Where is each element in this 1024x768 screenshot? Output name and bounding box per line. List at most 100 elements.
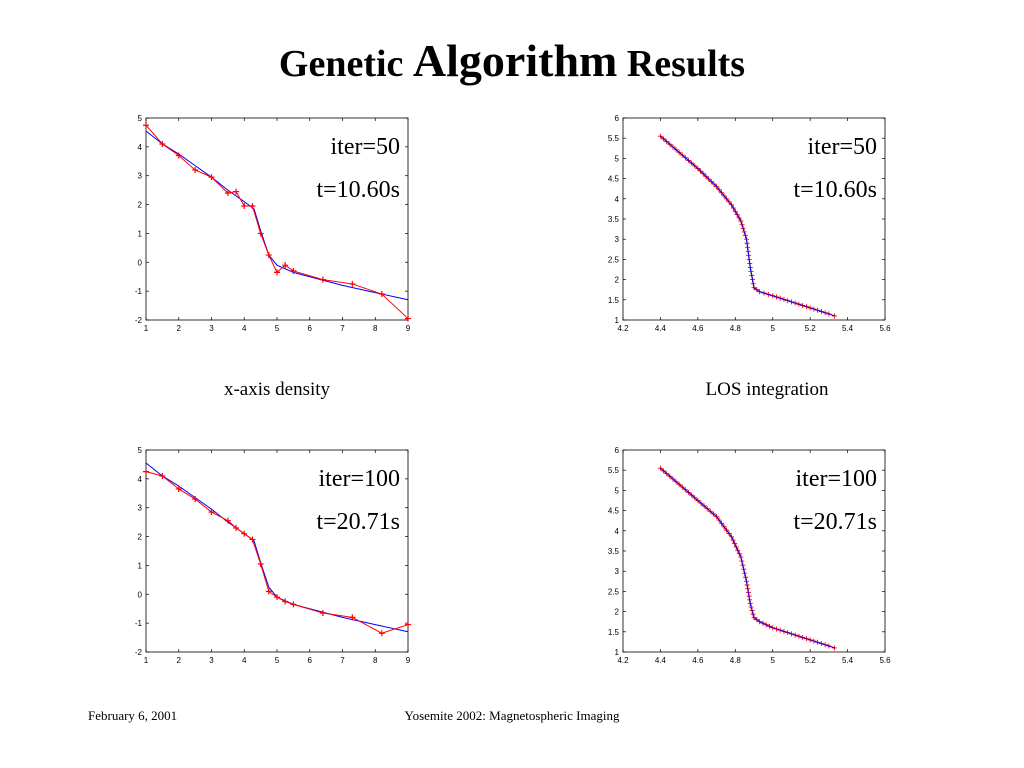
caption-density: x-axis density bbox=[223, 379, 331, 400]
footer-date: February 6, 2001 bbox=[88, 708, 178, 723]
x-tick-label: 1 bbox=[144, 656, 149, 665]
x-tick-label: 4.6 bbox=[692, 324, 704, 333]
data-point bbox=[143, 122, 149, 129]
data-point bbox=[405, 621, 411, 628]
fit-line bbox=[660, 135, 835, 317]
data-point bbox=[405, 315, 411, 322]
x-tick-label: 4.8 bbox=[730, 656, 742, 665]
x-tick-label: 4.4 bbox=[655, 324, 667, 333]
y-tick-label: 2 bbox=[615, 608, 620, 617]
data-point bbox=[290, 267, 297, 274]
x-tick-label: 5 bbox=[770, 656, 775, 665]
time-annotation: t=20.71s bbox=[316, 509, 400, 535]
y-tick-label: 0 bbox=[138, 258, 143, 267]
x-tick-label: 4.2 bbox=[617, 324, 629, 333]
x-tick-label: 5.2 bbox=[805, 656, 817, 665]
iteration-annotation: iter=100 bbox=[795, 466, 877, 492]
y-tick-label: 2.5 bbox=[608, 255, 620, 264]
y-tick-label: 5 bbox=[615, 486, 620, 495]
data-point bbox=[349, 614, 356, 621]
data-point bbox=[159, 472, 166, 479]
fit-line bbox=[145, 130, 409, 301]
x-tick-label: 6 bbox=[308, 324, 313, 333]
y-tick-label: 1 bbox=[615, 316, 620, 325]
y-tick-label: 1 bbox=[138, 229, 143, 238]
slide-title: Genetic Algorithm Results bbox=[0, 34, 1024, 87]
fit-line-overlay bbox=[660, 135, 835, 317]
y-tick-label: 4 bbox=[138, 143, 143, 152]
y-tick-label: 6 bbox=[615, 114, 620, 123]
data-point bbox=[175, 152, 182, 159]
y-tick-label: 5.5 bbox=[608, 134, 620, 143]
data-point bbox=[233, 524, 240, 531]
fit-line-overlay bbox=[660, 467, 835, 649]
data-point bbox=[319, 276, 326, 283]
y-tick-label: 2 bbox=[615, 276, 620, 285]
title-part-3: Results bbox=[626, 43, 746, 85]
y-tick-label: 4 bbox=[138, 475, 143, 484]
data-point bbox=[282, 262, 289, 269]
data-point bbox=[378, 630, 385, 637]
time-annotation: t=10.60s bbox=[316, 177, 400, 203]
y-tick-label: 5 bbox=[138, 114, 143, 123]
iteration-annotation: iter=100 bbox=[318, 466, 400, 492]
y-tick-label: 4 bbox=[615, 195, 620, 204]
y-tick-label: 1 bbox=[615, 648, 620, 657]
caption-los: LOS integration bbox=[705, 379, 829, 400]
data-point bbox=[143, 468, 149, 475]
data-point bbox=[192, 496, 199, 503]
data-point bbox=[208, 174, 215, 181]
x-tick-label: 4 bbox=[242, 656, 247, 665]
data-point bbox=[159, 140, 166, 147]
y-tick-label: 2.5 bbox=[608, 587, 620, 596]
data-point bbox=[175, 485, 182, 492]
y-tick-label: -2 bbox=[135, 316, 143, 325]
x-tick-label: 2 bbox=[177, 324, 182, 333]
chart-los-iter50: 4.2 4.4 4.6 4.8 5 5.2 5.4 5.6 1 1.5 2 2.5 3 3.5 4 4.5 5 5… bbox=[608, 114, 891, 333]
time-annotation: t=10.60s bbox=[793, 177, 877, 203]
x-tick-label: 7 bbox=[340, 656, 345, 665]
data-point bbox=[265, 252, 272, 259]
x-tick-label: 5.6 bbox=[879, 324, 891, 333]
y-tick-label: 2 bbox=[138, 533, 143, 542]
y-tick-label: 5.5 bbox=[608, 466, 620, 475]
y-tick-label: 5 bbox=[615, 154, 620, 163]
data-point bbox=[290, 601, 297, 608]
x-tick-label: 8 bbox=[373, 656, 378, 665]
x-tick-label: 1 bbox=[144, 324, 149, 333]
data-point bbox=[257, 230, 264, 237]
time-annotation: t=20.71s bbox=[793, 509, 877, 535]
data-point bbox=[274, 269, 280, 276]
x-tick-label: 2 bbox=[177, 656, 182, 665]
x-tick-label: 4.4 bbox=[655, 656, 667, 665]
x-tick-label: 5.4 bbox=[842, 656, 854, 665]
data-point bbox=[349, 280, 356, 287]
x-tick-label: 5 bbox=[275, 324, 280, 333]
data-point bbox=[249, 536, 256, 543]
y-tick-label: -1 bbox=[135, 287, 143, 296]
x-tick-label: 4 bbox=[242, 324, 247, 333]
data-point bbox=[208, 509, 215, 516]
y-tick-label: 3.5 bbox=[608, 215, 620, 224]
x-tick-label: 3 bbox=[209, 324, 214, 333]
data-point bbox=[249, 203, 256, 210]
data-point bbox=[265, 588, 272, 595]
data-line bbox=[145, 124, 409, 319]
data-point bbox=[233, 188, 240, 195]
y-tick-label: 3.5 bbox=[608, 547, 620, 556]
y-tick-label: 6 bbox=[615, 446, 620, 455]
chart-density-iter100: 1 2 3 4 5 6 7 8 9 -2 -1 0 1 2 3 4 5 iter=100 t=20.71s bbox=[135, 446, 411, 665]
iteration-annotation: iter=50 bbox=[330, 134, 400, 160]
iteration-annotation: iter=50 bbox=[807, 134, 877, 160]
fit-line bbox=[660, 467, 835, 649]
data-point bbox=[274, 594, 280, 601]
chart-density-iter50: 1 2 3 4 5 6 7 8 9 -2 -1 0 1 2 3 4 5 iter=50 t=10.60s bbox=[135, 114, 411, 333]
data-point bbox=[319, 610, 326, 617]
y-tick-label: -1 bbox=[135, 619, 143, 628]
y-tick-label: 4.5 bbox=[608, 175, 620, 184]
x-tick-label: 5 bbox=[275, 656, 280, 665]
x-tick-label: 3 bbox=[209, 656, 214, 665]
chart-los-iter100: 4.2 4.4 4.6 4.8 5 5.2 5.4 5.6 1 1.5 2 2.5 3 3.5 4 4.5 5 5… bbox=[608, 446, 891, 665]
y-tick-label: 4 bbox=[615, 527, 620, 536]
y-tick-label: 4.5 bbox=[608, 507, 620, 516]
